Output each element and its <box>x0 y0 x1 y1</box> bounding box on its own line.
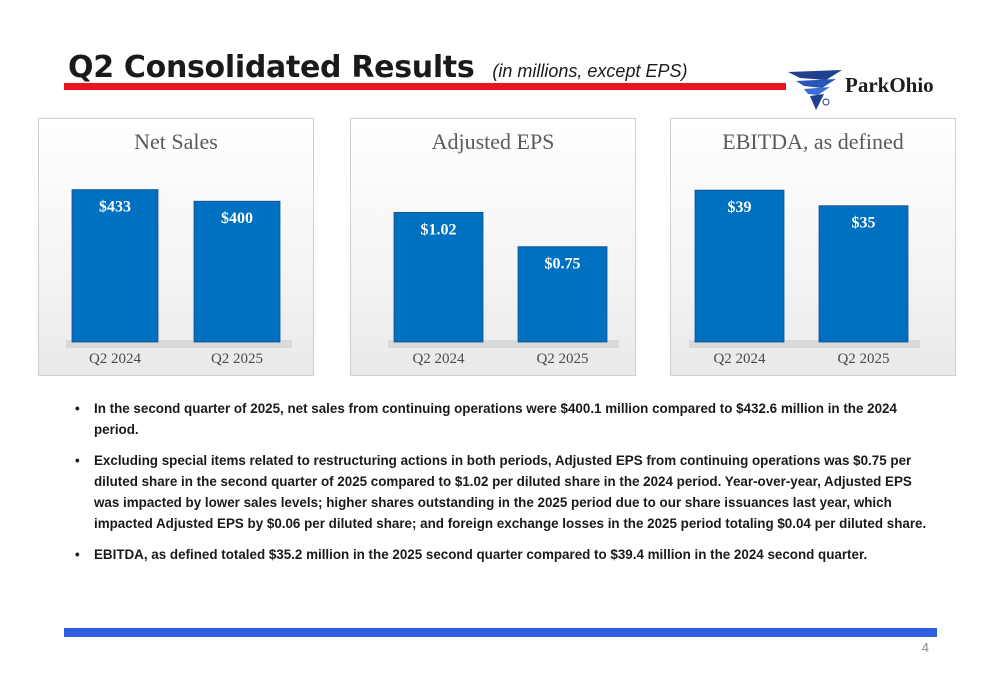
category-label: Q2 2025 <box>837 351 889 367</box>
footer-bar <box>64 628 937 637</box>
page-subtitle: (in millions, except EPS) <box>492 61 688 81</box>
data-label: $39 <box>728 199 752 216</box>
parkohio-logo <box>786 66 956 112</box>
bar-floor-shadow <box>689 340 920 348</box>
bullet-ebitda: EBITDA, as defined totaled $35.2 million… <box>75 544 928 565</box>
logo-text: ParkOhio <box>845 73 934 97</box>
bar-q2-2025 <box>517 246 608 343</box>
ebitda-plot: $39 Q2 2024 $35 Q2 2025 <box>689 189 920 367</box>
net-sales-chart: Net Sales $433 Q2 2024 $400 Q2 2025 <box>38 118 314 376</box>
category-label: Q2 2024 <box>412 351 465 367</box>
net-sales-plot: $433 Q2 2024 $400 Q2 2025 <box>66 189 292 367</box>
logo-wing-icon <box>788 70 842 110</box>
data-label: $433 <box>99 199 131 216</box>
category-label: Q2 2025 <box>211 351 263 367</box>
bar-q2-2024 <box>694 189 785 343</box>
bar-floor-shadow <box>388 340 619 348</box>
bar-q2-2025 <box>193 200 281 343</box>
category-label: Q2 2025 <box>536 351 588 367</box>
data-label: $35 <box>852 215 876 232</box>
title-row: Q2 Consolidated Results (in millions, ex… <box>68 50 687 85</box>
chart-title: Net Sales <box>134 129 218 154</box>
bullet-net-sales: In the second quarter of 2025, net sales… <box>75 398 928 440</box>
ebitda-chart: EBITDA, as defined $39 Q2 2024 $35 Q2 2025 <box>670 118 956 376</box>
category-label: Q2 2024 <box>89 351 142 367</box>
results-bullets: In the second quarter of 2025, net sales… <box>75 398 928 575</box>
bar-q2-2024 <box>393 211 484 343</box>
bar-q2-2024 <box>71 189 159 343</box>
page-title: Q2 Consolidated Results <box>68 50 475 85</box>
page-number: 4 <box>921 640 929 655</box>
title-underline <box>64 83 786 90</box>
category-label: Q2 2024 <box>713 351 766 367</box>
adjusted-eps-chart: Adjusted EPS $1.02 Q2 2024 $0.75 Q2 2025 <box>350 118 636 376</box>
adjusted-eps-plot: $1.02 Q2 2024 $0.75 Q2 2025 <box>388 211 619 367</box>
chart-title: Adjusted EPS <box>431 129 555 154</box>
data-label: $400 <box>221 210 253 227</box>
chart-title: EBITDA, as defined <box>722 129 904 154</box>
data-label: $0.75 <box>545 256 581 273</box>
bullet-adjusted-eps: Excluding special items related to restr… <box>75 450 928 534</box>
data-label: $1.02 <box>421 221 457 238</box>
bar-q2-2025 <box>818 205 909 343</box>
bar-floor-shadow <box>66 340 292 348</box>
